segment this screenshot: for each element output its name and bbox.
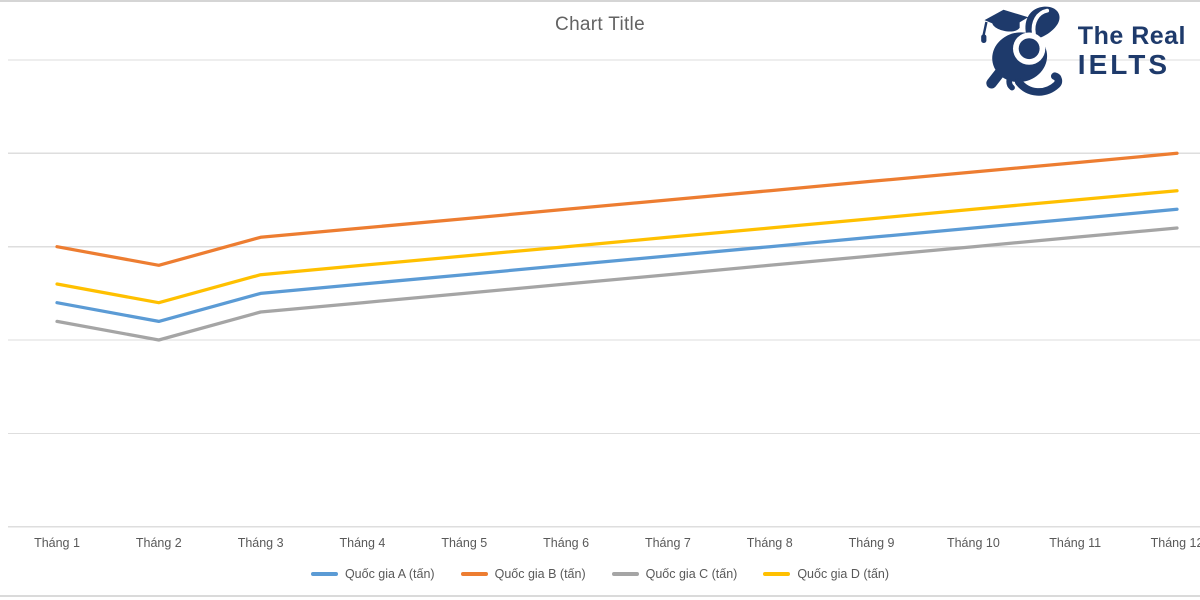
x-axis-label: Tháng 11	[1049, 536, 1102, 550]
series-line-qu-c-gia-b-t-n	[55, 151, 1179, 267]
x-axis-label: Tháng 4	[339, 536, 386, 550]
series-line-qu-c-gia-d-t-n	[55, 189, 1179, 305]
series-line-qu-c-gia-a-t-n	[55, 207, 1179, 324]
legend-item: Quốc gia C (tấn)	[611, 567, 738, 581]
chart-title: Chart Title	[555, 14, 645, 35]
bottom-border-line	[0, 595, 1200, 597]
legend-line-swatch	[611, 572, 639, 576]
x-axis-label: Tháng 5	[441, 536, 488, 550]
legend-label: Quốc gia C (tấn)	[645, 567, 738, 581]
top-border-line	[0, 0, 1200, 2]
x-axis-label: Tháng 12	[1150, 536, 1200, 550]
rabbit-graduation-cap-icon	[980, 6, 1062, 96]
series-line-qu-c-gia-c-t-n	[55, 226, 1179, 342]
legend-item: Quốc gia D (tấn)	[763, 567, 889, 581]
brand-logo: The Real IELTS	[975, 4, 1186, 99]
legend-line-swatch	[310, 572, 338, 576]
x-axis-label: Tháng 2	[135, 536, 182, 550]
legend-item: Quốc gia B (tấn)	[460, 567, 586, 581]
legend-line-swatch	[460, 572, 488, 576]
x-axis-label: Tháng 1	[34, 536, 80, 550]
x-axis-label: Tháng 7	[644, 536, 691, 550]
legend-label: Quốc gia A (tấn)	[344, 567, 435, 581]
x-axis-label: Tháng 8	[746, 536, 793, 550]
x-axis-labels: Tháng 1 Tháng 2 Tháng 3 Tháng 4 Tháng 5 Tháng…	[0, 536, 1200, 556]
x-axis-label: Tháng 6	[543, 536, 590, 550]
x-axis-label: Tháng 3	[237, 536, 284, 550]
legend-line-swatch	[763, 572, 791, 576]
chart-legend: Quốc gia A (tấn) Quốc gia B (tấn) Quốc gia…	[0, 567, 1200, 581]
legend-label: Quốc gia D (tấn)	[797, 567, 890, 581]
x-axis-label: Tháng 9	[848, 536, 895, 550]
brand-name-line2: IELTS	[1077, 48, 1171, 80]
x-axis-label: Tháng 10	[946, 536, 1000, 550]
legend-item: Quốc gia A (tấn)	[310, 567, 435, 581]
brand-name-line1: The Real	[1077, 21, 1186, 50]
legend-label: Quốc gia B (tấn)	[494, 567, 586, 581]
